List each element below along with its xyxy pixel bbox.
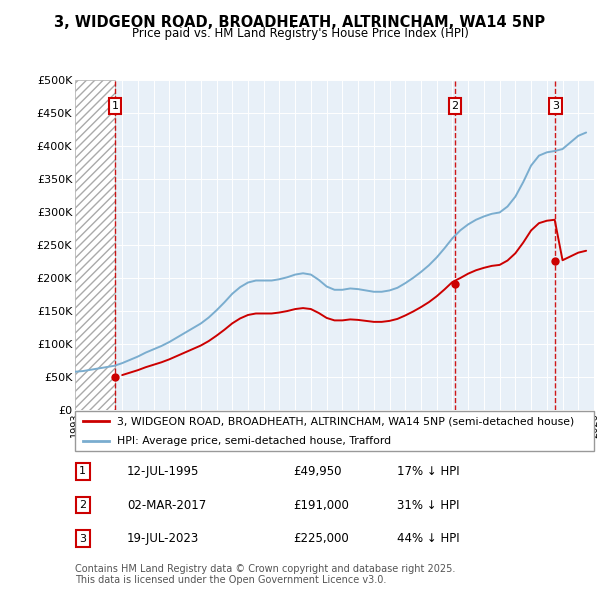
Text: Contains HM Land Registry data © Crown copyright and database right 2025.
This d: Contains HM Land Registry data © Crown c… bbox=[75, 563, 455, 585]
Text: 19-JUL-2023: 19-JUL-2023 bbox=[127, 532, 199, 545]
Text: 3: 3 bbox=[552, 101, 559, 111]
Text: £225,000: £225,000 bbox=[293, 532, 349, 545]
Text: 17% ↓ HPI: 17% ↓ HPI bbox=[397, 465, 460, 478]
Text: HPI: Average price, semi-detached house, Trafford: HPI: Average price, semi-detached house,… bbox=[116, 437, 391, 446]
Text: 3, WIDGEON ROAD, BROADHEATH, ALTRINCHAM, WA14 5NP (semi-detached house): 3, WIDGEON ROAD, BROADHEATH, ALTRINCHAM,… bbox=[116, 417, 574, 426]
Text: £49,950: £49,950 bbox=[293, 465, 341, 478]
Text: £191,000: £191,000 bbox=[293, 499, 349, 512]
Text: 2: 2 bbox=[452, 101, 458, 111]
Text: 02-MAR-2017: 02-MAR-2017 bbox=[127, 499, 206, 512]
Text: 1: 1 bbox=[112, 101, 118, 111]
Text: 1: 1 bbox=[79, 467, 86, 477]
Text: 3, WIDGEON ROAD, BROADHEATH, ALTRINCHAM, WA14 5NP: 3, WIDGEON ROAD, BROADHEATH, ALTRINCHAM,… bbox=[55, 15, 545, 30]
Text: 12-JUL-1995: 12-JUL-1995 bbox=[127, 465, 199, 478]
Text: 3: 3 bbox=[79, 533, 86, 543]
Bar bbox=[75, 80, 115, 410]
Text: Price paid vs. HM Land Registry's House Price Index (HPI): Price paid vs. HM Land Registry's House … bbox=[131, 27, 469, 40]
Text: 31% ↓ HPI: 31% ↓ HPI bbox=[397, 499, 459, 512]
Text: 44% ↓ HPI: 44% ↓ HPI bbox=[397, 532, 460, 545]
Text: 2: 2 bbox=[79, 500, 86, 510]
